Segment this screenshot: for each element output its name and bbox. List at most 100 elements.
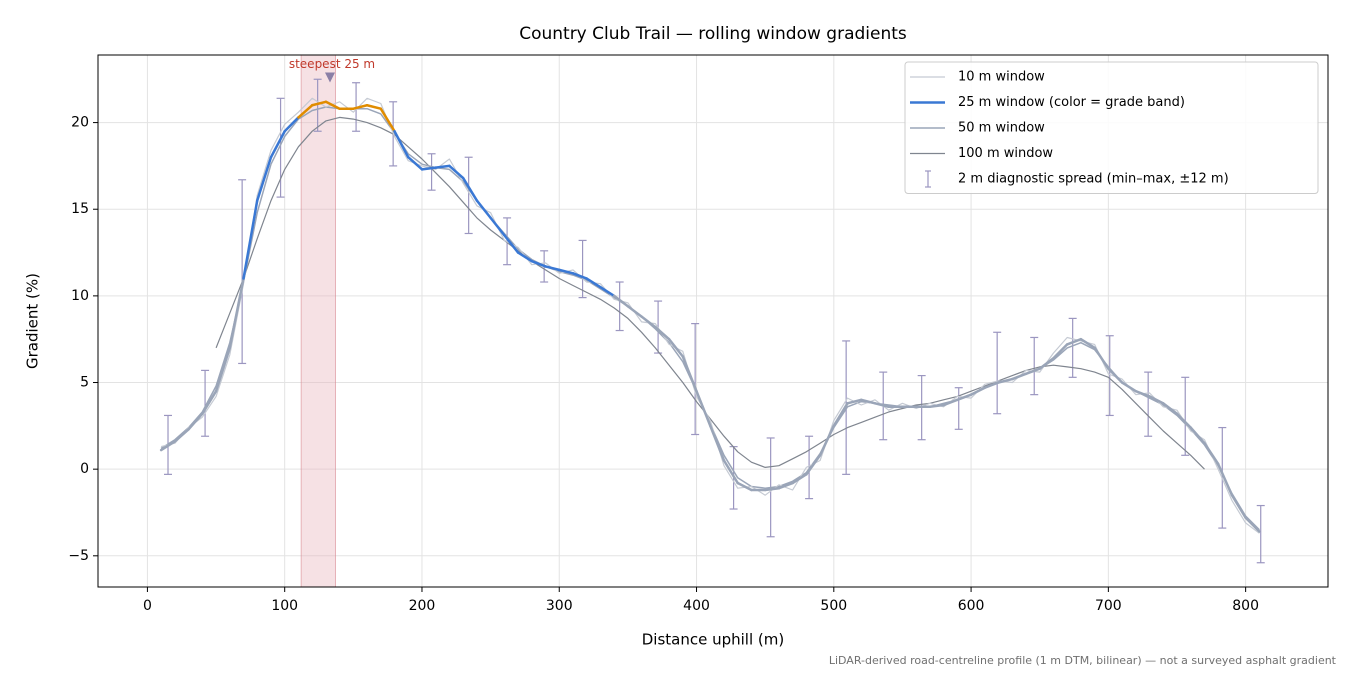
error-bar xyxy=(276,97,285,198)
line-segment xyxy=(406,155,424,171)
error-bar xyxy=(313,78,322,132)
line-segment xyxy=(352,104,369,110)
legend: 10 m window 25 m window (color = grade ba… xyxy=(904,61,1319,194)
y-tick-label: 10 xyxy=(71,288,89,304)
line-segment xyxy=(1230,493,1247,519)
line-segment xyxy=(255,155,273,202)
line-segment xyxy=(942,398,959,407)
error-bar xyxy=(578,239,587,299)
x-tick-label: 200 xyxy=(409,598,436,614)
line-segment xyxy=(228,277,245,350)
plot-frame xyxy=(97,54,1329,588)
annotation-marker xyxy=(324,72,335,83)
line-segment xyxy=(544,265,561,272)
line-segment xyxy=(558,268,575,275)
footnote: LiDAR-derived road-centreline profile (1… xyxy=(829,654,1337,667)
line-segment xyxy=(818,424,836,457)
line-segment xyxy=(654,325,671,341)
error-bar xyxy=(993,331,1002,415)
line-segment xyxy=(434,164,451,169)
line-segment xyxy=(1175,412,1192,429)
line-segment xyxy=(695,389,712,428)
line-segment xyxy=(173,428,190,443)
error-bar xyxy=(1105,335,1114,417)
x-tick-label: 300 xyxy=(546,598,573,614)
line-segment xyxy=(640,315,657,329)
line-segment xyxy=(956,393,973,402)
x-tick-label: 400 xyxy=(683,598,710,614)
line-segment xyxy=(1065,337,1083,346)
error-bar xyxy=(427,153,436,191)
error-bar xyxy=(1144,371,1153,437)
line-segment xyxy=(448,164,465,180)
line-segment xyxy=(420,166,437,171)
line-segment xyxy=(1079,337,1096,350)
legend-label: 50 m window xyxy=(958,121,1045,136)
legend-box xyxy=(904,61,1319,194)
error-bar xyxy=(464,156,473,235)
line-segment xyxy=(777,481,794,490)
line-segment xyxy=(489,216,506,237)
y-tick-label: −5 xyxy=(68,548,89,564)
line-segment xyxy=(1011,372,1028,381)
y-tick-label: 0 xyxy=(80,461,89,477)
highlight-span xyxy=(300,54,336,588)
line-segment xyxy=(214,346,232,393)
line-segment xyxy=(832,402,849,428)
line-segment xyxy=(530,259,547,268)
annotation-text: steepest 25 m xyxy=(289,57,375,71)
line-segment xyxy=(722,459,739,485)
line-segment xyxy=(297,104,314,119)
legend-label: 10 m window xyxy=(958,70,1045,85)
error-bar xyxy=(805,435,814,500)
line-segment xyxy=(791,473,808,485)
line-segment xyxy=(324,100,341,110)
line-segment xyxy=(1189,426,1206,445)
line-segment xyxy=(187,412,204,431)
line-segment xyxy=(1162,402,1179,415)
line-segment xyxy=(736,481,753,492)
x-tick-label: 700 xyxy=(1095,598,1122,614)
line-segment xyxy=(310,100,328,107)
line-segment xyxy=(1148,395,1165,405)
line-segment xyxy=(997,377,1014,384)
x-axis-label: Distance uphill (m) xyxy=(642,631,784,649)
line-segment xyxy=(805,454,822,476)
line-segment xyxy=(503,233,520,254)
line-segment xyxy=(1052,343,1069,360)
line-segment xyxy=(709,424,726,462)
y-tick-label: 5 xyxy=(80,375,89,391)
y-tick-label: 15 xyxy=(71,201,89,217)
line-segment xyxy=(475,199,492,220)
line-segment xyxy=(1244,516,1261,533)
line-segment xyxy=(599,285,616,298)
line-segment xyxy=(461,176,479,202)
x-tick-label: 800 xyxy=(1232,598,1259,614)
x-tick-label: 500 xyxy=(820,598,847,614)
line-segment xyxy=(516,251,534,263)
line-segment xyxy=(1203,441,1220,466)
x-tick-label: 100 xyxy=(271,598,298,614)
y-axis-label: Gradient (%) xyxy=(24,273,42,369)
line-segment xyxy=(1134,389,1151,398)
x-tick-label: 600 xyxy=(958,598,985,614)
line-segment xyxy=(1216,462,1234,497)
line-segment xyxy=(626,305,643,318)
line-segment xyxy=(763,486,781,492)
line-segment xyxy=(269,129,286,159)
line-segment xyxy=(1120,381,1138,393)
legend-label: 100 m window xyxy=(958,146,1053,161)
line-segment xyxy=(1107,367,1124,384)
chart-title: Country Club Trail — rolling window grad… xyxy=(519,24,907,44)
line-segment xyxy=(612,294,630,308)
line-segment xyxy=(159,440,177,452)
error-bar xyxy=(615,281,624,332)
x-tick-label: 0 xyxy=(143,598,152,614)
line-segment xyxy=(1093,346,1110,370)
line-segment xyxy=(242,199,259,280)
error-bar xyxy=(691,322,700,436)
line-segment xyxy=(585,277,602,289)
line-segment xyxy=(365,104,383,110)
line-segment xyxy=(846,398,863,405)
